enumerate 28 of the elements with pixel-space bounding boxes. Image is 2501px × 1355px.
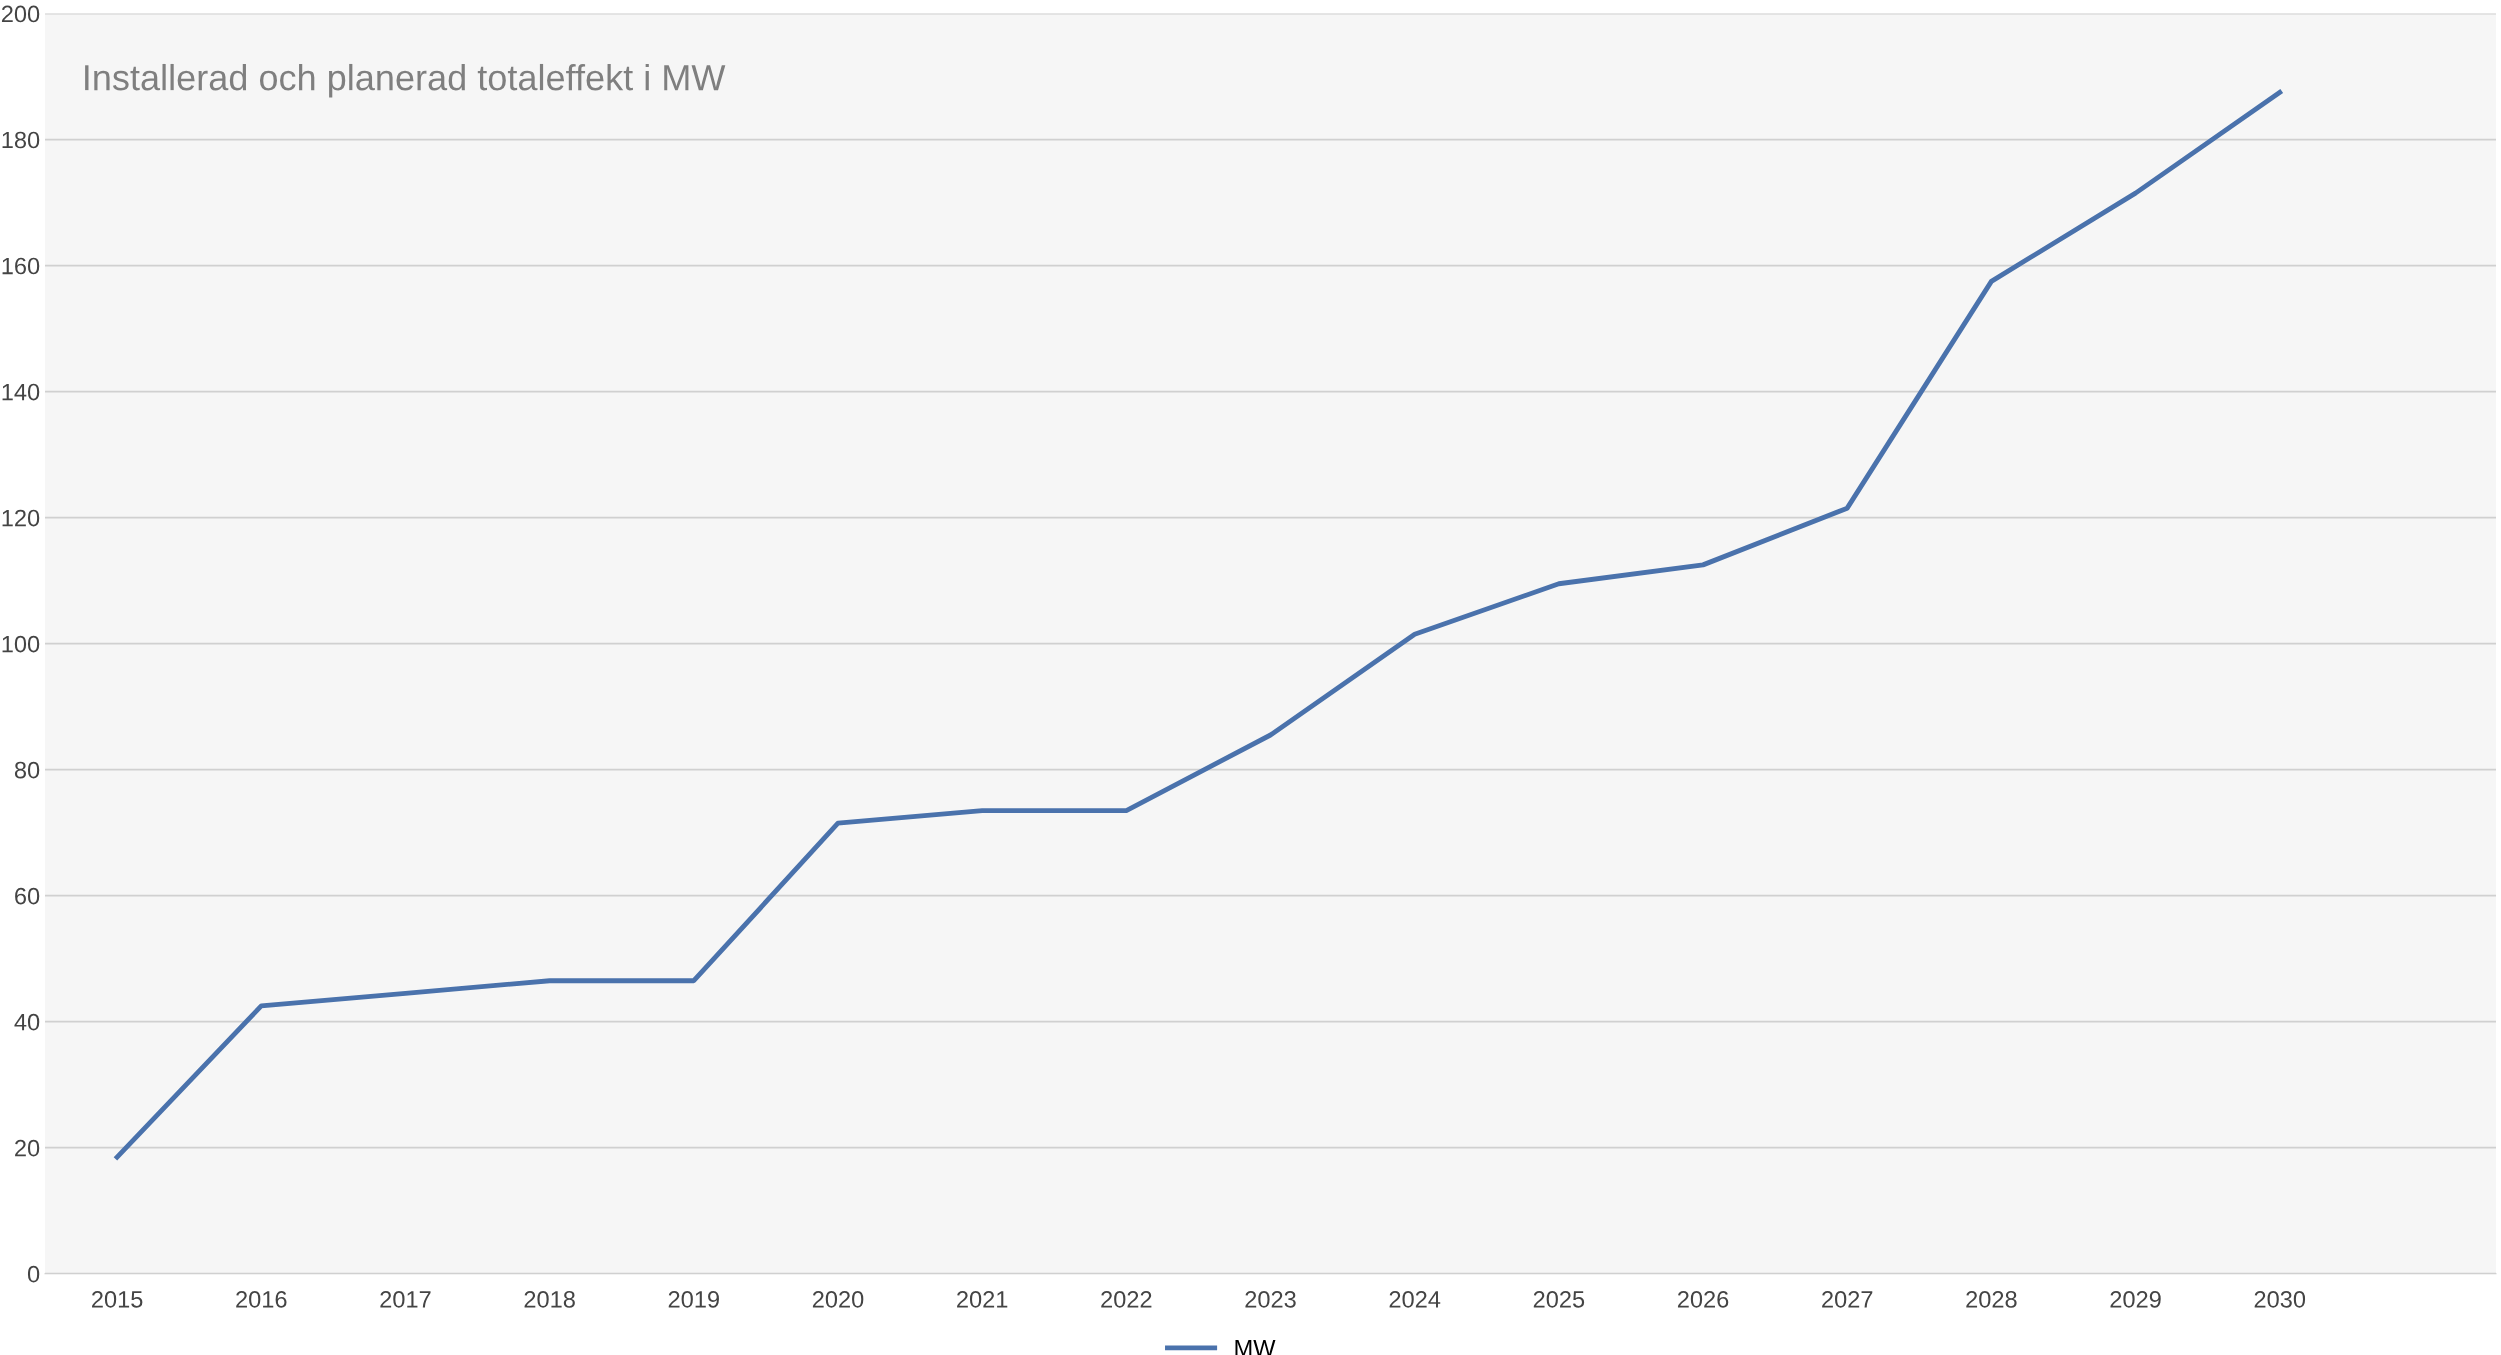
x-tick-label: 2025 [1533, 1290, 1585, 1308]
y-tick-label: 80 [14, 761, 40, 779]
x-tick-label: 2028 [1966, 1290, 2017, 1308]
y-tick-label: 20 [15, 1139, 40, 1157]
y-tick-label: 200 [1, 5, 40, 23]
y-tick-label: 40 [14, 1013, 40, 1031]
x-tick-label: 2023 [1245, 1290, 1296, 1308]
y-tick-label: 180 [2, 131, 40, 149]
y-tick-label: 0 [27, 1265, 40, 1283]
x-tick-label: 2018 [524, 1290, 575, 1308]
x-tick-label: 2016 [236, 1290, 287, 1308]
x-tick-label: 2027 [1822, 1290, 1873, 1308]
y-tick-label: 120 [2, 509, 40, 527]
x-tick-label: 2022 [1101, 1290, 1152, 1308]
x-tick-label: 2026 [1677, 1290, 1729, 1308]
x-tick-label: 2015 [92, 1290, 143, 1308]
x-tick-label: 2029 [2110, 1290, 2161, 1308]
y-tick-label: 60 [15, 887, 40, 905]
y-tick-label: 140 [2, 383, 40, 401]
x-tick-label: 2017 [380, 1290, 431, 1308]
y-tick-label: 100 [2, 635, 40, 653]
x-tick-label: 2030 [2254, 1290, 2306, 1308]
y-tick-label: 160 [2, 257, 40, 275]
x-tick-label: 2024 [1389, 1290, 1441, 1308]
x-tick-label: 2019 [668, 1290, 719, 1308]
text: Installerad och planerad totaleffekt i MW [85, 63, 726, 98]
x-tick-label: 2020 [812, 1290, 864, 1308]
x-tick-label: 2021 [957, 1290, 1008, 1308]
